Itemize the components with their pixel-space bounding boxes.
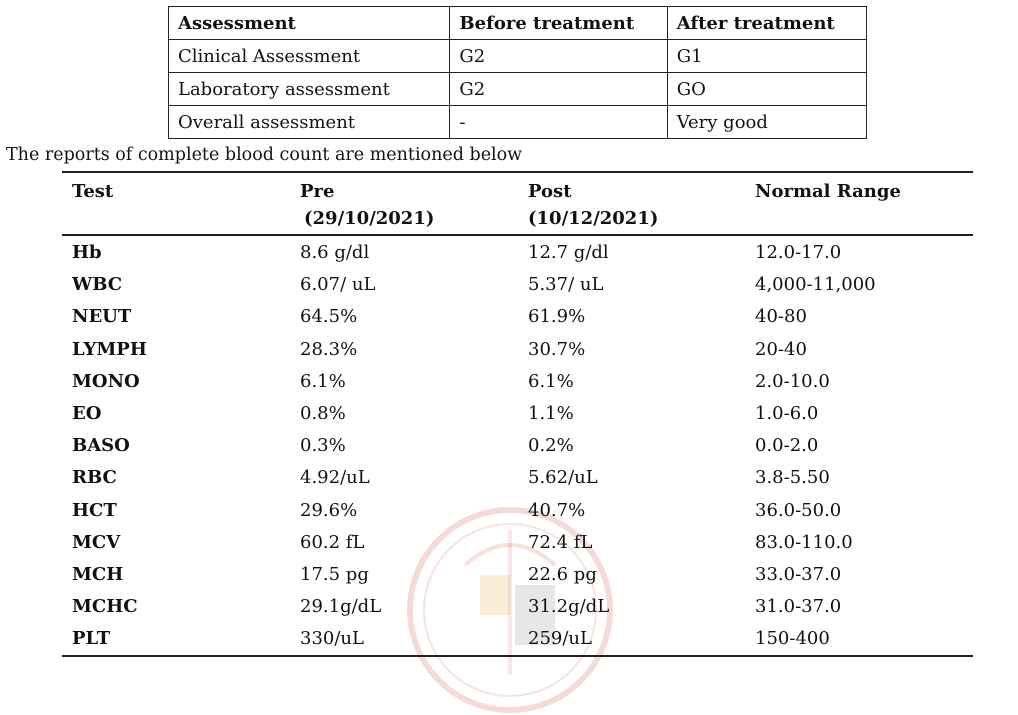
cbc-header-post-date: (10/12/2021)	[528, 208, 659, 229]
cbc-cell-test: MCV	[72, 531, 121, 553]
cbc-cell-norm: 33.0-37.0	[755, 563, 842, 585]
assessment-cell: G2	[449, 72, 668, 106]
cbc-cell-norm: 12.0-17.0	[755, 242, 842, 263]
cbc-cell-pre: 6.07/ uL	[300, 274, 376, 296]
cbc-header-normal: Normal Range	[755, 181, 901, 202]
cbc-cell-pre: 330/uL	[300, 628, 364, 650]
cbc-cell-pre: 0.8%	[300, 402, 346, 424]
table-row: Hb 8.6 g/dl 12.7 g/dl 12.0-17.0	[62, 237, 973, 269]
cbc-cell-post: 5.37/ uL	[528, 274, 604, 296]
cbc-cell-norm: 31.0-37.0	[755, 596, 842, 618]
table-row: MCV 60.2 fL 72.4 fL 83.0-110.0	[62, 527, 973, 559]
cbc-cell-post: 31.2g/dL	[528, 596, 610, 618]
cbc-cell-post: 22.6 pg	[528, 563, 597, 585]
cbc-cell-post: 5.62/uL	[528, 467, 598, 489]
table-row: PLT 330/uL 259/uL 150-400	[62, 623, 973, 655]
cbc-cell-pre: 29.1g/dL	[300, 596, 382, 618]
cbc-cell-norm: 150-400	[755, 628, 830, 650]
cbc-cell-post: 72.4 fL	[528, 531, 593, 553]
table-row: Laboratory assessment G2 GO	[167, 72, 868, 106]
cbc-cell-test: Hb	[72, 242, 102, 263]
assessment-header-cell: After treatment	[666, 6, 868, 40]
cbc-cell-post: 12.7 g/dl	[528, 242, 609, 263]
cbc-cell-pre: 28.3%	[300, 338, 358, 360]
intro-text: The reports of complete blood count are …	[6, 145, 523, 165]
assessment-cell: Clinical Assessment	[167, 39, 451, 73]
cbc-cell-pre: 29.6%	[300, 499, 358, 521]
cbc-table-body: Hb 8.6 g/dl 12.7 g/dl 12.0-17.0 WBC 6.07/ uL 5…	[62, 237, 973, 655]
assessment-cell: Very good	[666, 105, 868, 139]
table-row: Overall assessment - Very good	[167, 105, 868, 139]
assessment-cell: Overall assessment	[167, 105, 451, 139]
cbc-header-pre: Pre (29/10/2021)	[300, 178, 434, 232]
cbc-cell-test: NEUT	[72, 306, 132, 328]
cbc-cell-post: 6.1%	[528, 370, 574, 392]
table-row: MCH 17.5 pg 22.6 pg 33.0-37.0	[62, 559, 973, 591]
table-bottom-rule	[62, 655, 973, 657]
assessment-cell: GO	[666, 72, 868, 106]
table-row: HCT 29.6% 40.7% 36.0-50.0	[62, 495, 973, 527]
cbc-cell-pre: 17.5 pg	[300, 563, 369, 585]
cbc-cell-pre: 64.5%	[300, 306, 358, 328]
cbc-cell-test: PLT	[72, 628, 111, 650]
cbc-cell-post: 0.2%	[528, 435, 574, 457]
cbc-cell-test: WBC	[72, 274, 123, 296]
assessment-cell: -	[449, 105, 668, 139]
cbc-cell-norm: 3.8-5.50	[755, 467, 830, 489]
cbc-header-post: Post (10/12/2021)	[528, 178, 658, 232]
cbc-cell-test: EO	[72, 402, 102, 424]
assessment-cell: G1	[666, 39, 868, 73]
cbc-cell-post: 30.7%	[528, 338, 586, 360]
table-row: MONO 6.1% 6.1% 2.0-10.0	[62, 366, 973, 398]
cbc-cell-post: 259/uL	[528, 628, 592, 650]
table-header-rule	[62, 234, 973, 236]
cbc-cell-test: BASO	[72, 435, 130, 457]
cbc-cell-test: RBC	[72, 467, 117, 489]
assessment-cell: G2	[449, 39, 668, 73]
cbc-header-test: Test	[72, 181, 114, 202]
cbc-cell-test: LYMPH	[72, 338, 147, 360]
assessment-header-row: Assessment Before treatment After treatm…	[167, 6, 868, 40]
cbc-cell-post: 1.1%	[528, 402, 574, 424]
table-row: BASO 0.3% 0.2% 0.0-2.0	[62, 430, 973, 462]
cbc-cell-norm: 2.0-10.0	[755, 370, 830, 392]
cbc-cell-pre: 0.3%	[300, 435, 346, 457]
table-top-rule	[62, 171, 973, 173]
cbc-cell-pre: 8.6 g/dl	[300, 242, 370, 263]
assessment-cell: Laboratory assessment	[167, 72, 451, 106]
table-row: WBC 6.07/ uL 5.37/ uL 4,000-11,000	[62, 269, 973, 301]
table-row: LYMPH 28.3% 30.7% 20-40	[62, 334, 973, 366]
cbc-cell-norm: 20-40	[755, 338, 807, 360]
cbc-cell-post: 61.9%	[528, 306, 586, 328]
cbc-cell-norm: 36.0-50.0	[755, 499, 842, 521]
table-row: RBC 4.92/uL 5.62/uL 3.8-5.50	[62, 462, 973, 494]
cbc-cell-norm: 0.0-2.0	[755, 435, 819, 457]
cbc-cell-norm: 40-80	[755, 306, 807, 328]
cbc-cell-test: MCHC	[72, 596, 138, 618]
assessment-table: Assessment Before treatment After treatm…	[167, 6, 868, 139]
cbc-cell-norm: 4,000-11,000	[755, 274, 876, 296]
cbc-header-pre-date: (29/10/2021)	[304, 208, 435, 229]
cbc-cell-pre: 60.2 fL	[300, 531, 365, 553]
table-row: EO 0.8% 1.1% 1.0-6.0	[62, 398, 973, 430]
cbc-cell-norm: 83.0-110.0	[755, 531, 853, 553]
cbc-header-pre-label: Pre	[300, 181, 335, 202]
cbc-cell-test: MCH	[72, 563, 124, 585]
cbc-cell-norm: 1.0-6.0	[755, 402, 819, 424]
cbc-cell-pre: 6.1%	[300, 370, 346, 392]
cbc-cell-post: 40.7%	[528, 499, 586, 521]
table-row: MCHC 29.1g/dL 31.2g/dL 31.0-37.0	[62, 591, 973, 623]
cbc-cell-test: HCT	[72, 499, 117, 521]
assessment-header-cell: Assessment	[167, 6, 451, 40]
table-row: Clinical Assessment G2 G1	[167, 39, 868, 73]
assessment-header-cell: Before treatment	[449, 6, 668, 40]
table-row: NEUT 64.5% 61.9% 40-80	[62, 301, 973, 333]
cbc-header-post-label: Post	[528, 181, 572, 202]
cbc-cell-pre: 4.92/uL	[300, 467, 370, 489]
cbc-cell-test: MONO	[72, 370, 140, 392]
